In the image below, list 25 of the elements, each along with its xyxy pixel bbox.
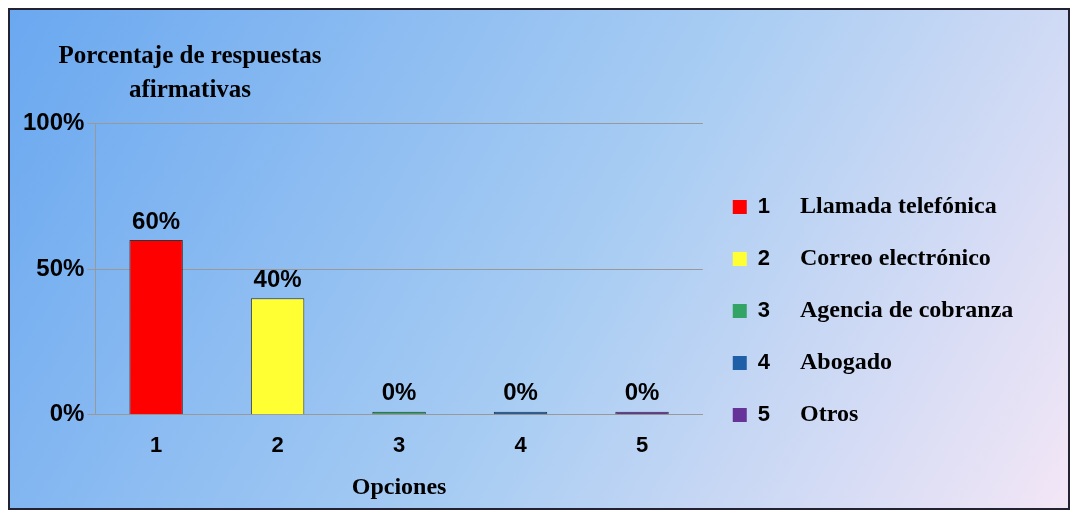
data-label: 40%: [253, 264, 302, 292]
y-tick-label: 50%: [36, 253, 85, 281]
data-label: 0%: [503, 378, 538, 406]
y-tick-label: 100%: [22, 108, 85, 136]
x-tick-label: 1: [150, 432, 163, 458]
text: Otros: [800, 400, 859, 427]
text: Llamada telefónica: [800, 192, 997, 219]
x-tick-label: 2: [271, 432, 284, 458]
y-tick-label: 0%: [49, 399, 85, 427]
x-axis-title: Opciones: [351, 472, 447, 499]
legend-label: 1: [757, 193, 771, 219]
text: Abogado: [800, 348, 893, 375]
x-tick-label: 4: [514, 432, 528, 458]
data-label: 0%: [381, 378, 417, 406]
legend-label: 2: [757, 245, 771, 271]
x-tick-label: 5: [635, 432, 649, 458]
data-label: 60%: [132, 206, 181, 234]
chart-title: Porcentaje de respuestas afirmativas: [57, 40, 323, 104]
legend-label: 3: [757, 297, 771, 323]
x-tick-label: 3: [392, 432, 406, 458]
text: Agencia de cobranza: [800, 296, 1014, 323]
data-label: 0%: [624, 378, 660, 406]
legend-label: 5: [757, 401, 771, 427]
text: Correo electrónico: [800, 244, 991, 271]
legend-label: 4: [757, 349, 771, 375]
